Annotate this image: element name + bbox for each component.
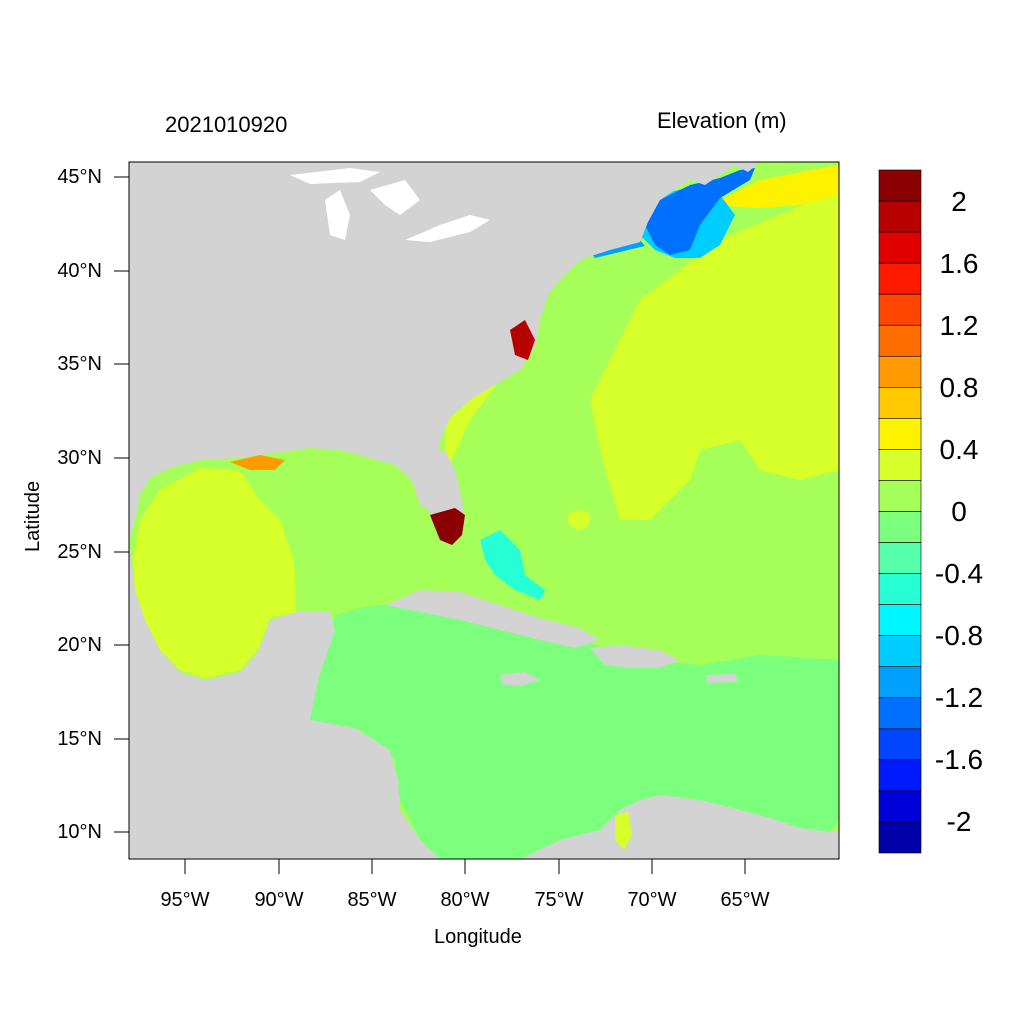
colorbar-swatch (878, 387, 922, 419)
map-frame (128, 161, 840, 860)
lake-erie-ontario (405, 215, 490, 242)
map-timestamp: 2021010920 (165, 112, 288, 137)
colorbar-swatch (878, 324, 922, 357)
colorbar-swatch (878, 200, 922, 233)
colorbar-swatch (878, 821, 922, 854)
colorbar-label: 0.4 (939, 434, 979, 465)
y-tick-label: 40°N (57, 260, 102, 282)
x-tick-label: 95°W (160, 889, 210, 911)
y-tick-marks (114, 176, 129, 833)
gulf-of-maine-core (645, 168, 755, 255)
colorbar-swatch (878, 169, 922, 202)
colorbar-swatch (878, 511, 922, 543)
y-axis-title: Latitude (22, 480, 44, 552)
colorbar-swatch (878, 262, 922, 295)
x-axis-title: Longitude (434, 926, 522, 948)
y-tick-label: 20°N (57, 634, 102, 656)
colorbar (878, 169, 922, 854)
atlantic-high-anomaly (590, 190, 839, 520)
colorbar-swatch (878, 231, 922, 264)
colorbar-swatch (878, 418, 922, 450)
map-canvas (129, 162, 839, 859)
colorbar-swatch (878, 604, 922, 636)
atlantic-patch (567, 510, 591, 530)
cuba-land (385, 590, 600, 648)
north-america-land (129, 162, 760, 540)
y-tick-label: 45°N (57, 166, 102, 188)
lake-maracaibo (615, 812, 632, 850)
y-tick-label: 25°N (57, 541, 102, 563)
colorbar-swatch (878, 355, 922, 388)
louisiana-coast-anomaly (230, 455, 285, 470)
x-tick-marks (184, 859, 746, 874)
puerto-rico-land (705, 674, 738, 683)
colorbar-label: 0 (951, 496, 967, 527)
long-island-sound (590, 240, 645, 258)
colorbar-swatch (878, 293, 922, 326)
colorbar-swatch (878, 728, 922, 761)
x-tick-label: 65°W (720, 889, 770, 911)
south-america-land (520, 795, 839, 859)
x-tick-label: 70°W (627, 889, 677, 911)
lake-huron (370, 180, 420, 215)
colorbar-swatch (878, 790, 922, 823)
x-tick-label: 80°W (440, 889, 490, 911)
x-tick-label: 75°W (534, 889, 584, 911)
x-tick-label: 85°W (347, 889, 397, 911)
lake-superior (290, 168, 380, 184)
y-tick-label: 15°N (57, 728, 102, 750)
colorbar-swatch (878, 573, 922, 605)
south-florida-anomaly (430, 508, 465, 545)
colorbar-label: -2 (946, 806, 972, 837)
colorbar-label: -0.8 (934, 620, 984, 651)
colorbar-label: 2 (951, 186, 967, 217)
colorbar-swatch (878, 635, 922, 668)
colorbar-label: -1.2 (934, 682, 984, 713)
colorbar-label: 1.2 (939, 310, 979, 341)
y-tick-label: 30°N (57, 447, 102, 469)
hispaniola-land (590, 645, 680, 668)
y-tick-label: 35°N (57, 353, 102, 375)
mexico-land (129, 540, 440, 859)
caribbean-sea (310, 600, 839, 859)
nova-scotia-anomaly (710, 165, 839, 208)
colorbar-swatch (878, 697, 922, 730)
x-tick-label: 90°W (254, 889, 304, 911)
western-gulf (133, 468, 296, 678)
lake-michigan (325, 190, 350, 240)
carolina-coast-anomaly (510, 320, 535, 360)
jamaica-land (500, 672, 540, 686)
eastern-gulf (240, 455, 430, 612)
colorbar-swatch (878, 666, 922, 699)
variable-title: Elevation (m) (657, 108, 787, 133)
y-tick-label: 10°N (57, 821, 102, 843)
colorbar-swatch (878, 542, 922, 574)
colorbar-label: 1.6 (939, 248, 979, 279)
colorbar-label: -0.4 (934, 558, 984, 589)
colorbar-label: 0.8 (939, 372, 979, 403)
colorbar-swatch (878, 480, 922, 512)
colorbar-swatch (878, 759, 922, 792)
bahamas-banks (480, 530, 545, 600)
colorbar-swatch (878, 449, 922, 481)
colorbar-label: -1.6 (934, 744, 984, 775)
